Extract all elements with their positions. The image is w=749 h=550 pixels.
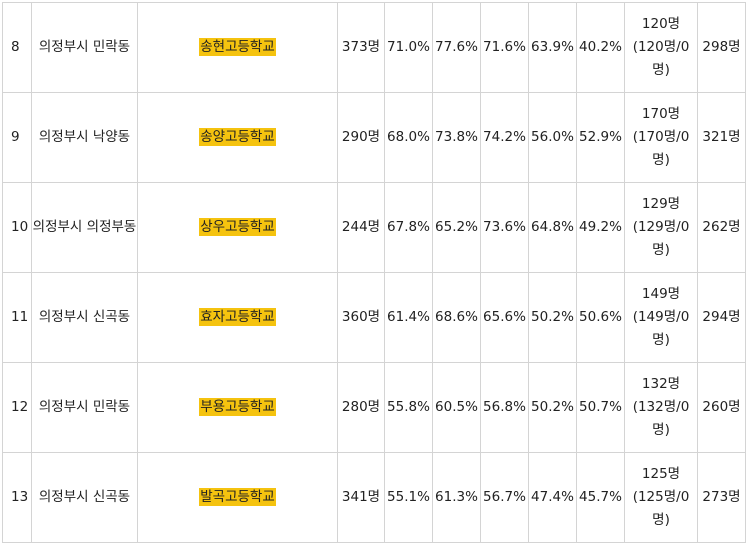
rate-cell: 55.8%	[384, 362, 433, 453]
graduates-line: 149명	[641, 286, 681, 302]
total-cell: 294명	[697, 272, 746, 363]
table-row: 13 의정부시 신곡동 발곡고등학교 341명 55.1% 61.3% 56.7% 47.4%…	[2, 452, 746, 543]
graduates-cell: 149명 (149명/0 명)	[624, 272, 698, 363]
table-body: 8 의정부시 민락동 송현고등학교 373명 71.0% 77.6% 71.6% 63.9% 4…	[2, 2, 746, 543]
region-cell: 의정부시 의정부동	[31, 182, 138, 273]
school-ranking-table: 8 의정부시 민락동 송현고등학교 373명 71.0% 77.6% 71.6% 63.9% 4…	[2, 2, 746, 543]
graduates-line: (120명/0	[632, 39, 690, 55]
school-name-cell: 효자고등학교	[137, 272, 338, 363]
rate-cell: 73.8%	[432, 92, 481, 183]
graduates-line: 132명	[641, 376, 681, 392]
graduates-line: 명)	[652, 242, 670, 258]
graduates-cell: 132명 (132명/0 명)	[624, 362, 698, 453]
region-cell: 의정부시 신곡동	[31, 452, 138, 543]
students-cell: 244명	[337, 182, 385, 273]
rate-cell: 74.2%	[480, 92, 529, 183]
rate-cell: 56.8%	[480, 362, 529, 453]
rank-cell: 13	[2, 452, 32, 543]
rate-cell: 40.2%	[576, 2, 625, 93]
graduates-cell: 129명 (129명/0 명)	[624, 182, 698, 273]
graduates-line: (125명/0	[632, 489, 690, 505]
region-cell: 의정부시 민락동	[31, 362, 138, 453]
rate-cell: 45.7%	[576, 452, 625, 543]
rate-cell: 73.6%	[480, 182, 529, 273]
students-cell: 341명	[337, 452, 385, 543]
total-cell: 262명	[697, 182, 746, 273]
school-name-highlight: 부용고등학교	[199, 398, 276, 416]
region-cell: 의정부시 민락동	[31, 2, 138, 93]
rate-cell: 60.5%	[432, 362, 481, 453]
rate-cell: 71.0%	[384, 2, 433, 93]
region-cell: 의정부시 신곡동	[31, 272, 138, 363]
graduates-line: 125명	[641, 466, 681, 482]
school-name-cell: 송현고등학교	[137, 2, 338, 93]
school-name-cell: 상우고등학교	[137, 182, 338, 273]
table-row: 8 의정부시 민락동 송현고등학교 373명 71.0% 77.6% 71.6% 63.9% 4…	[2, 2, 746, 93]
students-cell: 360명	[337, 272, 385, 363]
rank-cell: 12	[2, 362, 32, 453]
graduates-line: (132명/0	[632, 399, 690, 415]
graduates-line: 120명	[641, 16, 681, 32]
graduates-line: 명)	[652, 62, 670, 78]
table-row: 9 의정부시 낙양동 송양고등학교 290명 68.0% 73.8% 74.2% 56.0% 5…	[2, 92, 746, 183]
students-cell: 280명	[337, 362, 385, 453]
graduates-line: 명)	[652, 422, 670, 438]
graduates-line: 170명	[641, 106, 681, 122]
rank-cell: 9	[2, 92, 32, 183]
students-cell: 373명	[337, 2, 385, 93]
rate-cell: 50.6%	[576, 272, 625, 363]
rate-cell: 68.6%	[432, 272, 481, 363]
school-name-cell: 발곡고등학교	[137, 452, 338, 543]
graduates-line: 명)	[652, 512, 670, 528]
total-cell: 273명	[697, 452, 746, 543]
graduates-line: (149명/0	[632, 309, 690, 325]
rank-cell: 11	[2, 272, 32, 363]
graduates-line: 129명	[641, 196, 681, 212]
school-name-cell: 부용고등학교	[137, 362, 338, 453]
rate-cell: 52.9%	[576, 92, 625, 183]
rate-cell: 49.2%	[576, 182, 625, 273]
graduates-cell: 120명 (120명/0 명)	[624, 2, 698, 93]
rank-cell: 10	[2, 182, 32, 273]
rate-cell: 77.6%	[432, 2, 481, 93]
table-row: 11 의정부시 신곡동 효자고등학교 360명 61.4% 68.6% 65.6% 50.2%…	[2, 272, 746, 363]
graduates-cell: 170명 (170명/0 명)	[624, 92, 698, 183]
total-cell: 260명	[697, 362, 746, 453]
school-name-highlight: 발곡고등학교	[199, 488, 276, 506]
graduates-line: 명)	[652, 152, 670, 168]
total-cell: 321명	[697, 92, 746, 183]
rate-cell: 63.9%	[528, 2, 577, 93]
school-name-highlight: 송현고등학교	[199, 38, 276, 56]
rate-cell: 50.2%	[528, 362, 577, 453]
table-row: 10 의정부시 의정부동 상우고등학교 244명 67.8% 65.2% 73.6% 64.8…	[2, 182, 746, 273]
graduates-line: 명)	[652, 332, 670, 348]
rate-cell: 50.7%	[576, 362, 625, 453]
school-name-highlight: 송양고등학교	[199, 128, 276, 146]
rate-cell: 67.8%	[384, 182, 433, 273]
school-name-highlight: 상우고등학교	[199, 218, 276, 236]
rate-cell: 61.4%	[384, 272, 433, 363]
graduates-line: (129명/0	[632, 219, 690, 235]
school-name-cell: 송양고등학교	[137, 92, 338, 183]
rate-cell: 65.2%	[432, 182, 481, 273]
graduates-line: (170명/0	[632, 129, 690, 145]
total-cell: 298명	[697, 2, 746, 93]
rate-cell: 50.2%	[528, 272, 577, 363]
rate-cell: 61.3%	[432, 452, 481, 543]
rank-cell: 8	[2, 2, 32, 93]
students-cell: 290명	[337, 92, 385, 183]
rate-cell: 64.8%	[528, 182, 577, 273]
region-cell: 의정부시 낙양동	[31, 92, 138, 183]
school-name-highlight: 효자고등학교	[199, 308, 276, 326]
rate-cell: 65.6%	[480, 272, 529, 363]
rate-cell: 56.7%	[480, 452, 529, 543]
rate-cell: 56.0%	[528, 92, 577, 183]
rate-cell: 71.6%	[480, 2, 529, 93]
rate-cell: 47.4%	[528, 452, 577, 543]
graduates-cell: 125명 (125명/0 명)	[624, 452, 698, 543]
rate-cell: 68.0%	[384, 92, 433, 183]
rate-cell: 55.1%	[384, 452, 433, 543]
table-row: 12 의정부시 민락동 부용고등학교 280명 55.8% 60.5% 56.8% 50.2%…	[2, 362, 746, 453]
